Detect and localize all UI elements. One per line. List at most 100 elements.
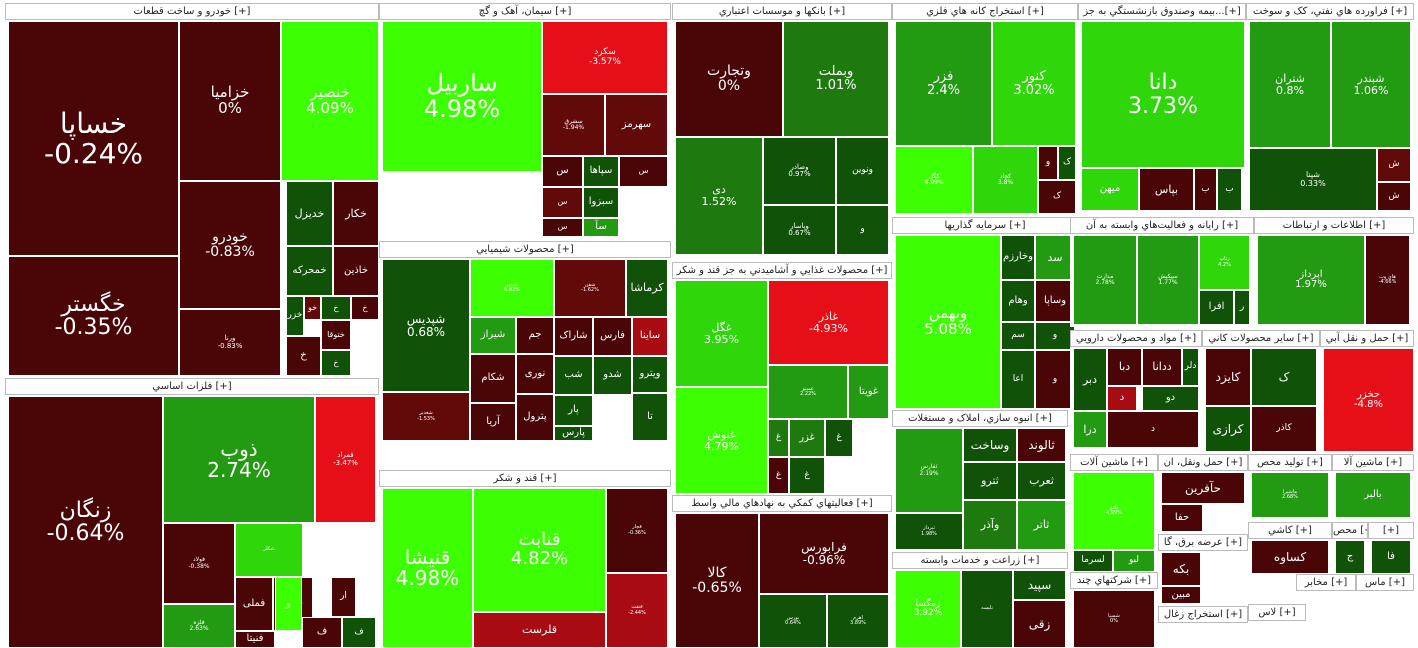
stock-tile[interactable]: فا <box>1371 540 1411 574</box>
sector-header[interactable]: سیمان، آهک و گچ [+] <box>379 3 671 20</box>
stock-tile[interactable]: اپرداز 1.97% <box>1257 235 1365 325</box>
stock-tile[interactable]: شکلر <box>235 523 303 577</box>
stock-tile[interactable]: دبر <box>1073 348 1107 411</box>
stock-tile[interactable]: ددانا <box>1142 348 1182 386</box>
stock-tile[interactable]: پترول <box>516 394 554 441</box>
stock-tile[interactable]: سم <box>1001 322 1035 350</box>
stock-tile[interactable]: تا <box>632 393 668 441</box>
stock-tile[interactable]: ف <box>342 617 376 648</box>
stock-tile[interactable]: خودرو -0.83% <box>179 181 281 309</box>
stock-tile[interactable]: خمحرکه <box>286 246 333 296</box>
sector-header[interactable]: حمل و نقل آبي [+] <box>1320 330 1414 347</box>
stock-tile[interactable]: ساینا <box>632 317 668 356</box>
stock-tile[interactable]: اعا <box>1001 350 1035 409</box>
stock-tile[interactable]: خزامیا 0% <box>179 21 281 181</box>
sector-header[interactable]: انبوه سازي، املاک و مستغلات [+] <box>892 410 1068 427</box>
stock-tile[interactable]: ب <box>1194 168 1217 211</box>
stock-tile[interactable]: فملی <box>235 577 273 631</box>
stock-tile[interactable]: و <box>1038 146 1058 180</box>
stock-tile[interactable]: جم <box>516 317 554 354</box>
stock-tile[interactable]: غ <box>768 419 789 457</box>
stock-tile[interactable]: کایزد <box>1205 348 1251 406</box>
stock-tile[interactable]: وساپا <box>1035 280 1075 322</box>
stock-tile[interactable]: ثاتر <box>1017 500 1066 550</box>
sector-header[interactable]: ماشین آلات [+] <box>1070 454 1158 471</box>
stock-tile[interactable]: شپنا 0.33% <box>1249 148 1377 211</box>
stock-tile[interactable]: خ <box>321 296 351 320</box>
sector-header[interactable]: بیمه وصندوق بازنشستگي به جز...[+] <box>1078 3 1246 20</box>
stock-tile[interactable]: س <box>619 156 668 187</box>
stock-tile[interactable]: ب <box>1217 168 1242 211</box>
stock-tile[interactable]: کنور 3.02% <box>992 21 1076 146</box>
stock-tile[interactable]: ثالوند <box>1017 428 1066 462</box>
stock-tile[interactable]: مبین <box>1161 586 1201 604</box>
sector-header[interactable]: شرکتهاي چند [+] <box>1070 572 1158 589</box>
stock-tile[interactable]: زمگسا 3.92% <box>895 570 961 648</box>
stock-tile[interactable]: خزر <box>286 296 304 336</box>
stock-tile[interactable]: فنیتا <box>235 631 275 648</box>
sector-header[interactable]: حمل ونقل، ان [+] <box>1158 454 1248 471</box>
stock-tile[interactable]: شیراز <box>470 317 516 354</box>
stock-tile[interactable]: سپید <box>1013 570 1066 600</box>
stock-tile[interactable]: د <box>1107 386 1137 411</box>
stock-tile[interactable]: زنگان -0.64% <box>8 396 163 648</box>
stock-tile[interactable]: فزر 2.4% <box>895 21 992 146</box>
stock-tile[interactable]: کگل 4.99% <box>895 146 973 214</box>
stock-tile[interactable]: شبندر 6.82% <box>470 259 554 317</box>
sector-header[interactable]: مخابر [+] <box>1296 574 1356 591</box>
stock-tile[interactable]: وبهمن 5.08% <box>895 235 1001 409</box>
sector-header[interactable]: کاشي [+] <box>1248 522 1332 539</box>
stock-tile[interactable]: لبو <box>1113 550 1155 572</box>
stock-tile[interactable]: شدو <box>593 356 632 395</box>
stock-tile[interactable]: وساخت <box>963 428 1017 462</box>
stock-tile[interactable]: زقی <box>1013 600 1066 648</box>
sector-header[interactable]: سرمايه گذاريها [+] <box>892 217 1078 234</box>
stock-tile[interactable]: شپدیس 0.68% <box>382 259 470 392</box>
stock-tile[interactable]: ش <box>1377 148 1411 182</box>
stock-tile[interactable]: شبندر 1.06% <box>1331 21 1411 148</box>
stock-tile[interactable]: آریا <box>470 403 516 441</box>
stock-tile[interactable]: قلرست <box>473 612 606 648</box>
stock-tile[interactable]: و <box>836 205 889 255</box>
stock-tile[interactable]: ف <box>302 617 342 648</box>
stock-tile[interactable]: ویترو <box>632 356 668 393</box>
stock-tile[interactable]: سپاها <box>583 156 619 187</box>
stock-tile[interactable]: بکه <box>1161 552 1201 586</box>
stock-tile[interactable]: قنقث -2.44% <box>606 573 668 648</box>
stock-tile[interactable]: ش <box>1377 182 1411 211</box>
stock-tile[interactable]: بورس 0.64% <box>759 594 827 648</box>
stock-tile[interactable]: اهرم 3.89% <box>827 594 889 648</box>
stock-tile[interactable]: خگستر -0.35% <box>8 256 179 376</box>
sector-header[interactable]: اطلاعات و ارتباطات [+] <box>1254 217 1414 234</box>
stock-tile[interactable]: وتجارت 0% <box>675 21 783 137</box>
sector-header[interactable]: [+] <box>1368 522 1414 539</box>
stock-tile[interactable]: سآ <box>583 218 619 237</box>
stock-tile[interactable]: خنصیر 4.09% <box>281 21 379 181</box>
stock-tile[interactable]: وهام <box>1001 280 1035 322</box>
stock-tile[interactable]: سهرمز <box>605 94 668 156</box>
stock-tile[interactable]: کرازی <box>1205 406 1251 452</box>
stock-tile[interactable]: سکرد -3.57% <box>542 21 668 94</box>
stock-tile[interactable]: ونوین <box>836 137 889 205</box>
sector-header[interactable]: قند و شکر [+] <box>379 470 671 487</box>
stock-tile[interactable]: افرا <box>1199 290 1234 325</box>
stock-tile[interactable]: ک <box>1038 180 1076 214</box>
stock-tile[interactable]: و <box>1035 350 1075 409</box>
stock-tile[interactable]: غویتا <box>848 365 889 419</box>
stock-tile[interactable]: ثفارس 2.19% <box>895 428 963 513</box>
stock-tile[interactable]: شتران 0.8% <box>1249 21 1331 148</box>
stock-tile[interactable]: خاذین <box>333 246 379 296</box>
stock-tile[interactable]: ثعرب <box>1017 462 1066 500</box>
stock-tile[interactable]: خساپا -0.24% <box>8 21 179 256</box>
stock-tile[interactable]: قنیشا 4.98% <box>382 488 473 648</box>
sector-header[interactable]: خودرو و ساخت قطعات [+] <box>5 3 379 20</box>
stock-tile[interactable]: ذوب 2.74% <box>163 396 315 523</box>
stock-tile[interactable]: کالا -0.65% <box>675 513 759 648</box>
stock-tile[interactable]: وپاسار 0.67% <box>763 205 836 255</box>
stock-tile[interactable]: کساوه <box>1251 540 1329 574</box>
sector-header[interactable]: فراورده هاي نفتي، کک و سوخت [+] <box>1246 3 1414 20</box>
sector-header[interactable]: رايانه و فعاليت‌هاي وابسته به آن [+] <box>1070 217 1254 234</box>
stock-tile[interactable]: و <box>1035 322 1075 350</box>
stock-tile[interactable]: و <box>275 577 302 631</box>
sector-header[interactable]: استخراج کانه هاي فلزي [+] <box>892 3 1078 20</box>
